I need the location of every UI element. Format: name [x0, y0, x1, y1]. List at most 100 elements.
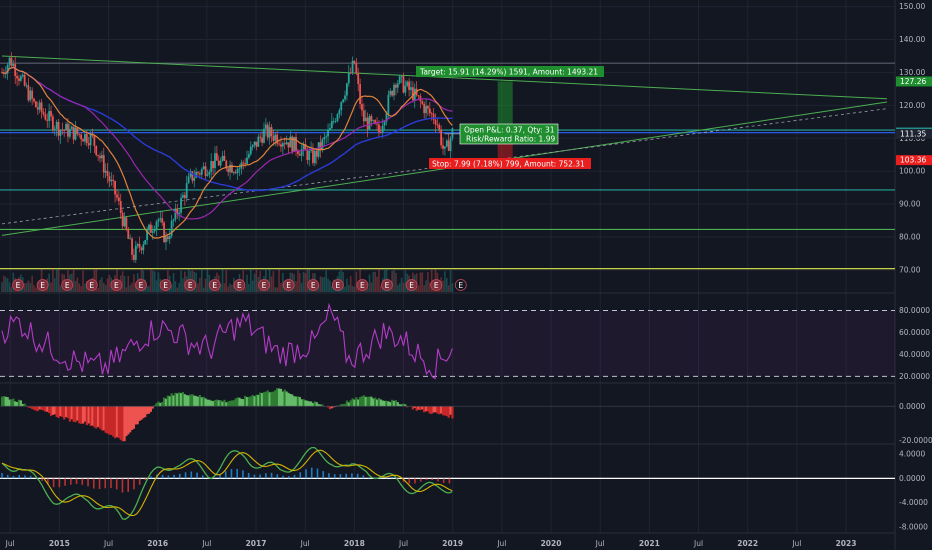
price-tag[interactable]: 103.36: [896, 155, 932, 166]
osc-slow-line[interactable]: [1, 449, 453, 517]
earnings-marker[interactable]: E: [135, 279, 147, 291]
osc-bar: [408, 478, 411, 484]
price-tick-label: 0.0000: [899, 402, 925, 411]
earnings-letter: E: [262, 281, 267, 290]
earnings-marker[interactable]: E: [12, 279, 24, 291]
osc-fast-line[interactable]: [1, 446, 453, 520]
oscillator-pane[interactable]: [0, 446, 895, 520]
volume-bar: [50, 282, 52, 292]
volume-bar: [280, 283, 282, 292]
price-tag[interactable]: 127.26: [896, 76, 932, 87]
volume-bar: [125, 287, 128, 292]
macd-bar: [129, 406, 132, 433]
earnings-marker[interactable]: E: [159, 279, 172, 291]
osc-bar: [247, 472, 250, 479]
earnings-circle: [233, 279, 246, 291]
earnings-marker[interactable]: E: [331, 279, 344, 291]
earnings-marker[interactable]: E: [208, 279, 221, 291]
volume-bar: [174, 281, 177, 292]
macd-bar: [89, 406, 92, 426]
volume-bar: [80, 285, 82, 292]
macd-bar: [185, 395, 188, 407]
macd-bar: [100, 406, 103, 431]
osc-bar: [24, 475, 26, 479]
macd-bar: [208, 399, 211, 407]
earnings-marker[interactable]: E: [233, 279, 246, 291]
rsi-pane[interactable]: [0, 302, 895, 380]
macd-bar: [153, 405, 156, 407]
macd-bar: [391, 399, 394, 407]
osc-bar: [115, 478, 118, 490]
earnings-marker[interactable]: E: [110, 279, 123, 291]
macd-bar: [211, 401, 215, 407]
macd-bar: [281, 391, 284, 407]
macd-pane[interactable]: [0, 388, 895, 442]
osc-bar: [276, 474, 279, 479]
time-scale[interactable]: Jul 2015 Jul 2016 Jul 2017 Jul 2018 Jul 2019 Jul 20…: [5, 539, 857, 548]
macd-bar: [436, 406, 439, 414]
candle-body: [168, 236, 171, 240]
osc-bar: [219, 474, 221, 479]
volume-bar: [376, 276, 378, 292]
earnings-marker[interactable]: E: [356, 279, 369, 291]
osc-bar: [213, 477, 216, 479]
osc-bar: [133, 478, 135, 490]
macd-bar: [53, 406, 56, 415]
macd-bar: [17, 399, 21, 407]
candle-body: [451, 128, 454, 139]
macd-bar: [308, 401, 311, 407]
macd-bar: [157, 401, 160, 407]
price-tag[interactable]: 111.35: [896, 128, 932, 139]
trendline[interactable]: [1, 55, 888, 100]
ma-fast-line[interactable]: [1, 66, 453, 239]
long-position-tool[interactable]: Target: 15.91 (14.29%) 1591, Amount: 149…: [416, 66, 604, 169]
earnings-marker[interactable]: E: [258, 279, 270, 291]
macd-bar: [174, 392, 177, 407]
macd-bar: [66, 406, 70, 419]
macd-bar: [198, 395, 201, 407]
candle-body: [225, 160, 228, 169]
macd-bar: [106, 406, 109, 434]
candle-body: [215, 153, 218, 161]
macd-bar: [319, 404, 322, 407]
candle-body: [195, 172, 198, 178]
candle-body: [85, 134, 88, 144]
earnings-marker[interactable]: E: [61, 279, 74, 291]
macd-bar: [402, 403, 405, 407]
candle-body: [323, 137, 326, 140]
price-pane[interactable]: [0, 52, 895, 292]
candle-body: [100, 155, 103, 159]
earnings-marker[interactable]: E: [430, 279, 443, 291]
candle-body: [300, 149, 303, 156]
target-zone[interactable]: [497, 81, 513, 134]
price-scale[interactable]: 150.00140.00130.00120.00110.00100.0090.0…: [896, 2, 932, 531]
earnings-marker[interactable]: E: [85, 279, 98, 291]
earnings-marker[interactable]: E: [454, 279, 467, 291]
ma-slow-line[interactable]: [1, 66, 453, 220]
candle-body: [234, 172, 237, 174]
earnings-marker[interactable]: E: [184, 279, 197, 291]
macd-bar: [149, 406, 152, 412]
macd-bar: [285, 391, 288, 407]
volume-bar: [302, 271, 305, 292]
macd-bar: [309, 401, 313, 407]
candle-body: [383, 121, 386, 126]
macd-bar: [268, 392, 271, 407]
earnings-letter: E: [360, 281, 365, 290]
earnings-marker[interactable]: E: [307, 279, 320, 291]
earnings-marker[interactable]: E: [282, 279, 295, 291]
candle-body: [295, 136, 297, 151]
macd-bar: [387, 401, 390, 407]
candle-body: [264, 124, 267, 129]
earnings-marker[interactable]: E: [405, 279, 418, 291]
macd-bar: [31, 406, 34, 409]
candle-body: [259, 136, 262, 138]
macd-bar: [136, 406, 139, 425]
earnings-marker[interactable]: E: [381, 279, 393, 291]
time-tick-label: Jul: [595, 539, 605, 548]
price-tick-label: 70.00: [899, 265, 921, 274]
earnings-marker[interactable]: E: [36, 279, 49, 291]
rsi-line[interactable]: [1, 302, 453, 380]
